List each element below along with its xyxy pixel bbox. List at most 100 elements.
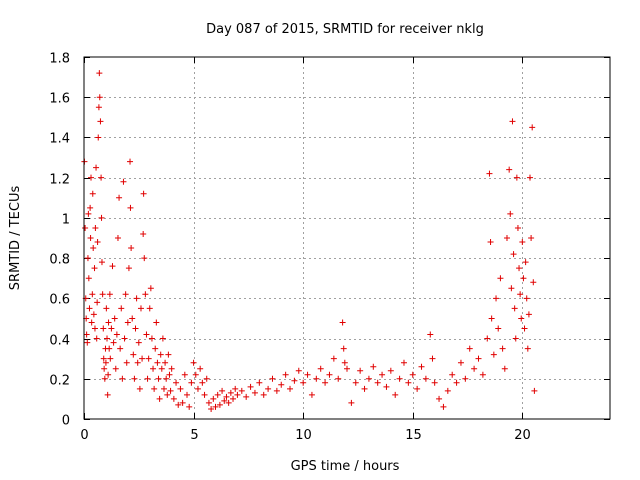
data-point xyxy=(144,375,151,382)
data-point xyxy=(510,251,517,258)
data-point xyxy=(490,351,497,358)
data-point xyxy=(414,385,421,392)
data-point xyxy=(440,403,447,410)
data-point xyxy=(512,335,519,342)
y-tick-label: 0.8 xyxy=(49,253,70,268)
data-point xyxy=(175,401,182,408)
data-point xyxy=(104,391,111,398)
data-point xyxy=(330,355,337,362)
data-point xyxy=(409,371,416,378)
data-point xyxy=(87,235,94,241)
data-point xyxy=(177,385,184,392)
data-point xyxy=(84,339,91,346)
data-point xyxy=(462,375,469,382)
data-point xyxy=(313,375,320,382)
data-point xyxy=(122,291,129,298)
data-point xyxy=(400,359,407,366)
data-point xyxy=(190,359,197,366)
data-point xyxy=(429,355,436,362)
data-point xyxy=(159,335,166,342)
data-point xyxy=(113,331,120,338)
data-point xyxy=(179,399,186,406)
data-point xyxy=(503,235,510,241)
data-point xyxy=(88,319,95,326)
data-point xyxy=(83,331,90,338)
grid-lines xyxy=(84,57,610,419)
data-point xyxy=(340,345,347,352)
data-point xyxy=(493,295,500,302)
data-point xyxy=(152,345,159,352)
data-point xyxy=(199,379,206,386)
data-point xyxy=(361,385,368,392)
data-point xyxy=(431,379,438,386)
data-point xyxy=(471,365,478,372)
data-point xyxy=(147,285,154,292)
data-point xyxy=(365,375,372,382)
data-point xyxy=(104,335,111,342)
data-point xyxy=(170,395,177,402)
data-point xyxy=(422,375,429,382)
data-point xyxy=(92,224,99,231)
data-point xyxy=(520,275,527,282)
data-point xyxy=(162,359,169,366)
data-point xyxy=(112,365,119,372)
data-point xyxy=(210,395,217,402)
data-point xyxy=(89,190,96,197)
data-point xyxy=(140,230,147,237)
data-point xyxy=(495,325,502,332)
data-point xyxy=(167,387,174,394)
data-point xyxy=(103,305,110,312)
data-point xyxy=(457,359,464,366)
data-point xyxy=(444,387,451,394)
data-point xyxy=(153,319,160,326)
data-point xyxy=(143,331,150,338)
y-tick-label: 0 xyxy=(62,414,70,429)
data-point xyxy=(256,379,263,386)
data-point xyxy=(125,265,132,272)
data-point xyxy=(141,255,148,262)
data-point xyxy=(527,174,534,181)
data-point xyxy=(341,359,348,366)
data-point xyxy=(95,104,102,111)
data-point xyxy=(511,305,518,312)
data-point xyxy=(509,118,516,125)
data-point xyxy=(497,275,504,282)
data-point xyxy=(118,305,125,312)
data-point xyxy=(94,239,101,246)
data-point xyxy=(148,335,155,342)
data-point xyxy=(105,371,112,378)
data-point xyxy=(219,387,226,394)
data-point xyxy=(128,245,135,252)
data-point xyxy=(96,94,103,101)
y-tick-label: 0.6 xyxy=(49,293,70,308)
data-point xyxy=(523,295,530,302)
data-point xyxy=(109,263,116,270)
data-point xyxy=(513,174,520,181)
data-point xyxy=(91,325,98,332)
y-tick-label: 1.6 xyxy=(49,92,70,107)
data-point xyxy=(260,391,267,398)
data-point xyxy=(157,351,164,358)
data-point xyxy=(251,389,258,396)
data-point xyxy=(479,371,486,378)
data-point xyxy=(501,365,508,372)
data-point xyxy=(387,367,394,374)
plot-frame xyxy=(83,56,611,420)
x-tick-label: 10 xyxy=(295,428,312,443)
data-point xyxy=(374,379,381,386)
data-point xyxy=(108,325,115,332)
data-point xyxy=(531,387,538,394)
data-point xyxy=(475,355,482,362)
data-point xyxy=(449,371,456,378)
data-point xyxy=(98,174,105,181)
axis-ticks: 0 5 10 15 20 0 0.2 0.4 0.6 0.8 1 1.2 1.4 1.6 1.8 xyxy=(49,52,610,443)
data-point xyxy=(127,158,134,165)
data-point xyxy=(436,395,443,402)
data-point xyxy=(98,259,105,266)
data-point xyxy=(238,387,245,394)
data-point xyxy=(168,365,175,372)
data-point xyxy=(106,291,113,298)
data-point xyxy=(117,345,124,352)
data-point xyxy=(129,315,136,322)
data-point xyxy=(308,391,315,398)
